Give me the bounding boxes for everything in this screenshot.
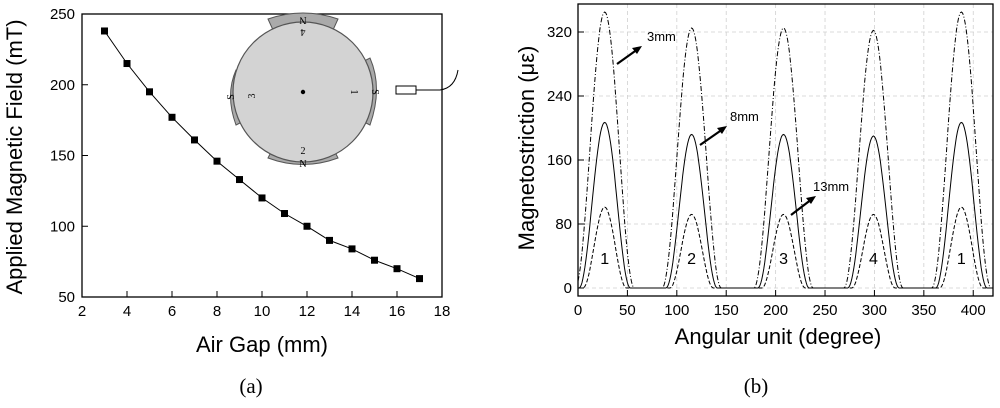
chart-a-point (236, 176, 243, 184)
chart-a-series (101, 27, 423, 283)
chart-b-ticks: 0 50 100 150 200 250 300 350 400 0 80 160 240 320 (547, 24, 986, 319)
panel-label-b: (b) (744, 374, 769, 398)
chart-a-x-tick-label: 16 (389, 303, 406, 320)
series-line-13mm (578, 206, 993, 289)
chart-a-y-title: Applied Magnetic Field (mT) (2, 19, 27, 294)
magnet-number-top: 4 (301, 26, 306, 37)
peak-labels: 1 2 3 4 1 (600, 251, 966, 268)
chart-b-y-tick-label: 320 (547, 24, 572, 41)
chart-a-point (326, 236, 333, 244)
chart-b-x-tick-label: 250 (813, 302, 838, 319)
pole-label-top: N (299, 14, 306, 25)
chart-b-y-title: Magnetostriction (με) (514, 46, 539, 251)
chart-a-point (168, 113, 176, 121)
rotor-center-dot (300, 89, 306, 95)
chart-a-x-tick-label: 10 (254, 303, 271, 320)
chart-a-point (258, 194, 266, 202)
chart-a-y-tick-label: 50 (58, 289, 75, 306)
magnet-number-left: 3 (247, 94, 258, 99)
label-3mm: 3mm (647, 29, 676, 44)
chart-b-x-tick-label: 200 (763, 302, 788, 319)
label-13mm: 13mm (813, 179, 849, 194)
chart-a-point (371, 256, 378, 264)
pole-label-bottom: N (299, 159, 306, 170)
chart-b-x-tick-label: 350 (911, 302, 936, 319)
chart-a-x-tick-label: 2 (78, 303, 86, 320)
arrow-3mm (616, 48, 639, 65)
chart-a-y-tick-label: 100 (50, 218, 75, 235)
sensor-body (395, 85, 417, 95)
series-line-3mm (577, 11, 993, 289)
chart-b-y-tick-label: 0 (564, 280, 572, 297)
panel-label-a: (a) (239, 374, 262, 398)
peak-label: 4 (869, 251, 878, 268)
annotation-3mm: 3mm (616, 29, 676, 65)
arrow-13mm (790, 198, 813, 216)
chart-b-frame (577, 3, 994, 297)
chart-b: 0 50 100 150 200 250 300 350 400 0 80 160 240 320 3mm… (514, 3, 994, 398)
chart-a-point (348, 245, 356, 253)
chart-a-point (146, 88, 153, 96)
chart-a-point (393, 265, 401, 273)
chart-a-point (191, 136, 198, 144)
chart-a-x-tick-label: 18 (434, 303, 451, 320)
chart-a-y-tick-label: 150 (50, 148, 75, 165)
chart-b-series (577, 11, 993, 289)
chart-a-x-tick-label: 14 (344, 303, 361, 320)
chart-a-x-tick-label: 8 (213, 303, 221, 320)
rotor-inset: N S N S 4 1 2 3 (226, 12, 459, 170)
magnet-number-bottom: 2 (301, 146, 306, 157)
chart-a-x-tick-label: 4 (123, 303, 131, 320)
pole-label-left: S (226, 94, 237, 100)
arrow-8mm (699, 128, 724, 146)
peak-label: 3 (779, 251, 788, 268)
chart-b-y-tick-label: 240 (547, 88, 572, 105)
chart-a-y-tick-label: 200 (50, 77, 75, 94)
chart-b-x-tick-label: 150 (714, 302, 739, 319)
chart-a-point (213, 157, 221, 165)
magnet-number-right: 1 (348, 90, 359, 95)
chart-b-x-tick-label: 100 (664, 302, 689, 319)
sensor-cable (416, 69, 459, 91)
chart-a-y-tick-label: 250 (50, 6, 75, 23)
annotation-8mm: 8mm (699, 109, 759, 146)
chart-a-x-title: Air Gap (mm) (196, 332, 328, 357)
chart-a-x-tick-label: 12 (299, 303, 316, 320)
chart-b-x-tick-label: 50 (619, 302, 636, 319)
chart-a-point (303, 222, 311, 230)
chart-a-point (416, 275, 423, 283)
peak-label: 2 (687, 251, 696, 268)
arrowhead-8mm (717, 126, 727, 134)
peak-label: 1 (957, 251, 966, 268)
chart-b-x-tick-label: 400 (961, 302, 986, 319)
chart-a-x-tick-label: 6 (168, 303, 176, 320)
peak-label: 1 (600, 251, 609, 268)
chart-a-point (101, 27, 108, 35)
arrowhead-13mm (806, 196, 816, 204)
annotation-13mm: 13mm (790, 179, 849, 216)
chart-b-x-tick-label: 300 (862, 302, 887, 319)
chart-b-y-tick-label: 160 (547, 152, 572, 169)
pole-label-right: S (369, 89, 380, 95)
arrowhead-3mm (632, 46, 642, 54)
chart-b-x-title: Angular unit (degree) (675, 324, 882, 349)
chart-b-x-tick-label: 0 (574, 302, 582, 319)
label-8mm: 8mm (730, 109, 759, 124)
chart-a-point (123, 60, 131, 68)
chart-a-point (281, 210, 288, 218)
chart-b-y-tick-label: 80 (555, 216, 572, 233)
